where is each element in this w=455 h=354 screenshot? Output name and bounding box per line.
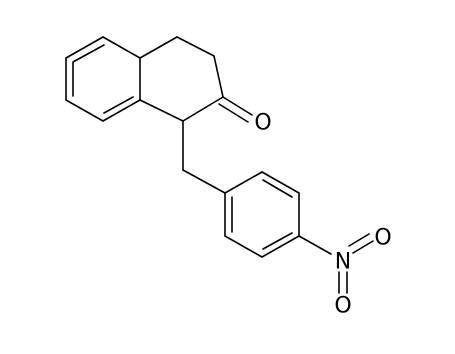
atom-label: N	[335, 250, 351, 275]
bonds	[65, 36, 374, 294]
atom-label: O	[374, 226, 391, 251]
atom-label: O	[334, 294, 351, 319]
atom-label: O	[254, 111, 271, 136]
